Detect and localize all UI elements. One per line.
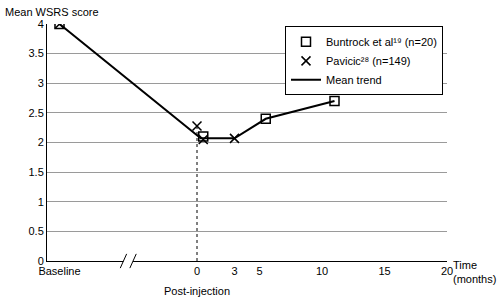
svg-text:1.5: 1.5 [29,166,44,178]
svg-text:5: 5 [256,265,262,277]
svg-text:0: 0 [38,255,44,267]
svg-text:Time(months): Time(months) [453,259,496,285]
svg-text:3: 3 [38,77,44,89]
svg-text:3: 3 [231,265,237,277]
svg-text:0.5: 0.5 [29,225,44,237]
svg-text:4: 4 [38,18,44,30]
svg-text:15: 15 [378,265,390,277]
svg-text:Baseline: Baseline [38,265,80,277]
svg-text:Pavicic²⁸ (n=149): Pavicic²⁸ (n=149) [326,55,410,67]
svg-text:0: 0 [194,265,200,277]
svg-text:Mean trend: Mean trend [326,74,382,86]
svg-text:1: 1 [38,196,44,208]
svg-text:Post-injection: Post-injection [164,285,230,297]
svg-text:10: 10 [316,265,328,277]
svg-text:Mean WSRS score: Mean WSRS score [5,6,99,18]
svg-text:2: 2 [38,136,44,148]
svg-text:3.5: 3.5 [29,47,44,59]
svg-text:20: 20 [441,265,453,277]
svg-text:2.5: 2.5 [29,107,44,119]
svg-text:Buntrock et al¹⁹ (n=20): Buntrock et al¹⁹ (n=20) [326,36,437,48]
